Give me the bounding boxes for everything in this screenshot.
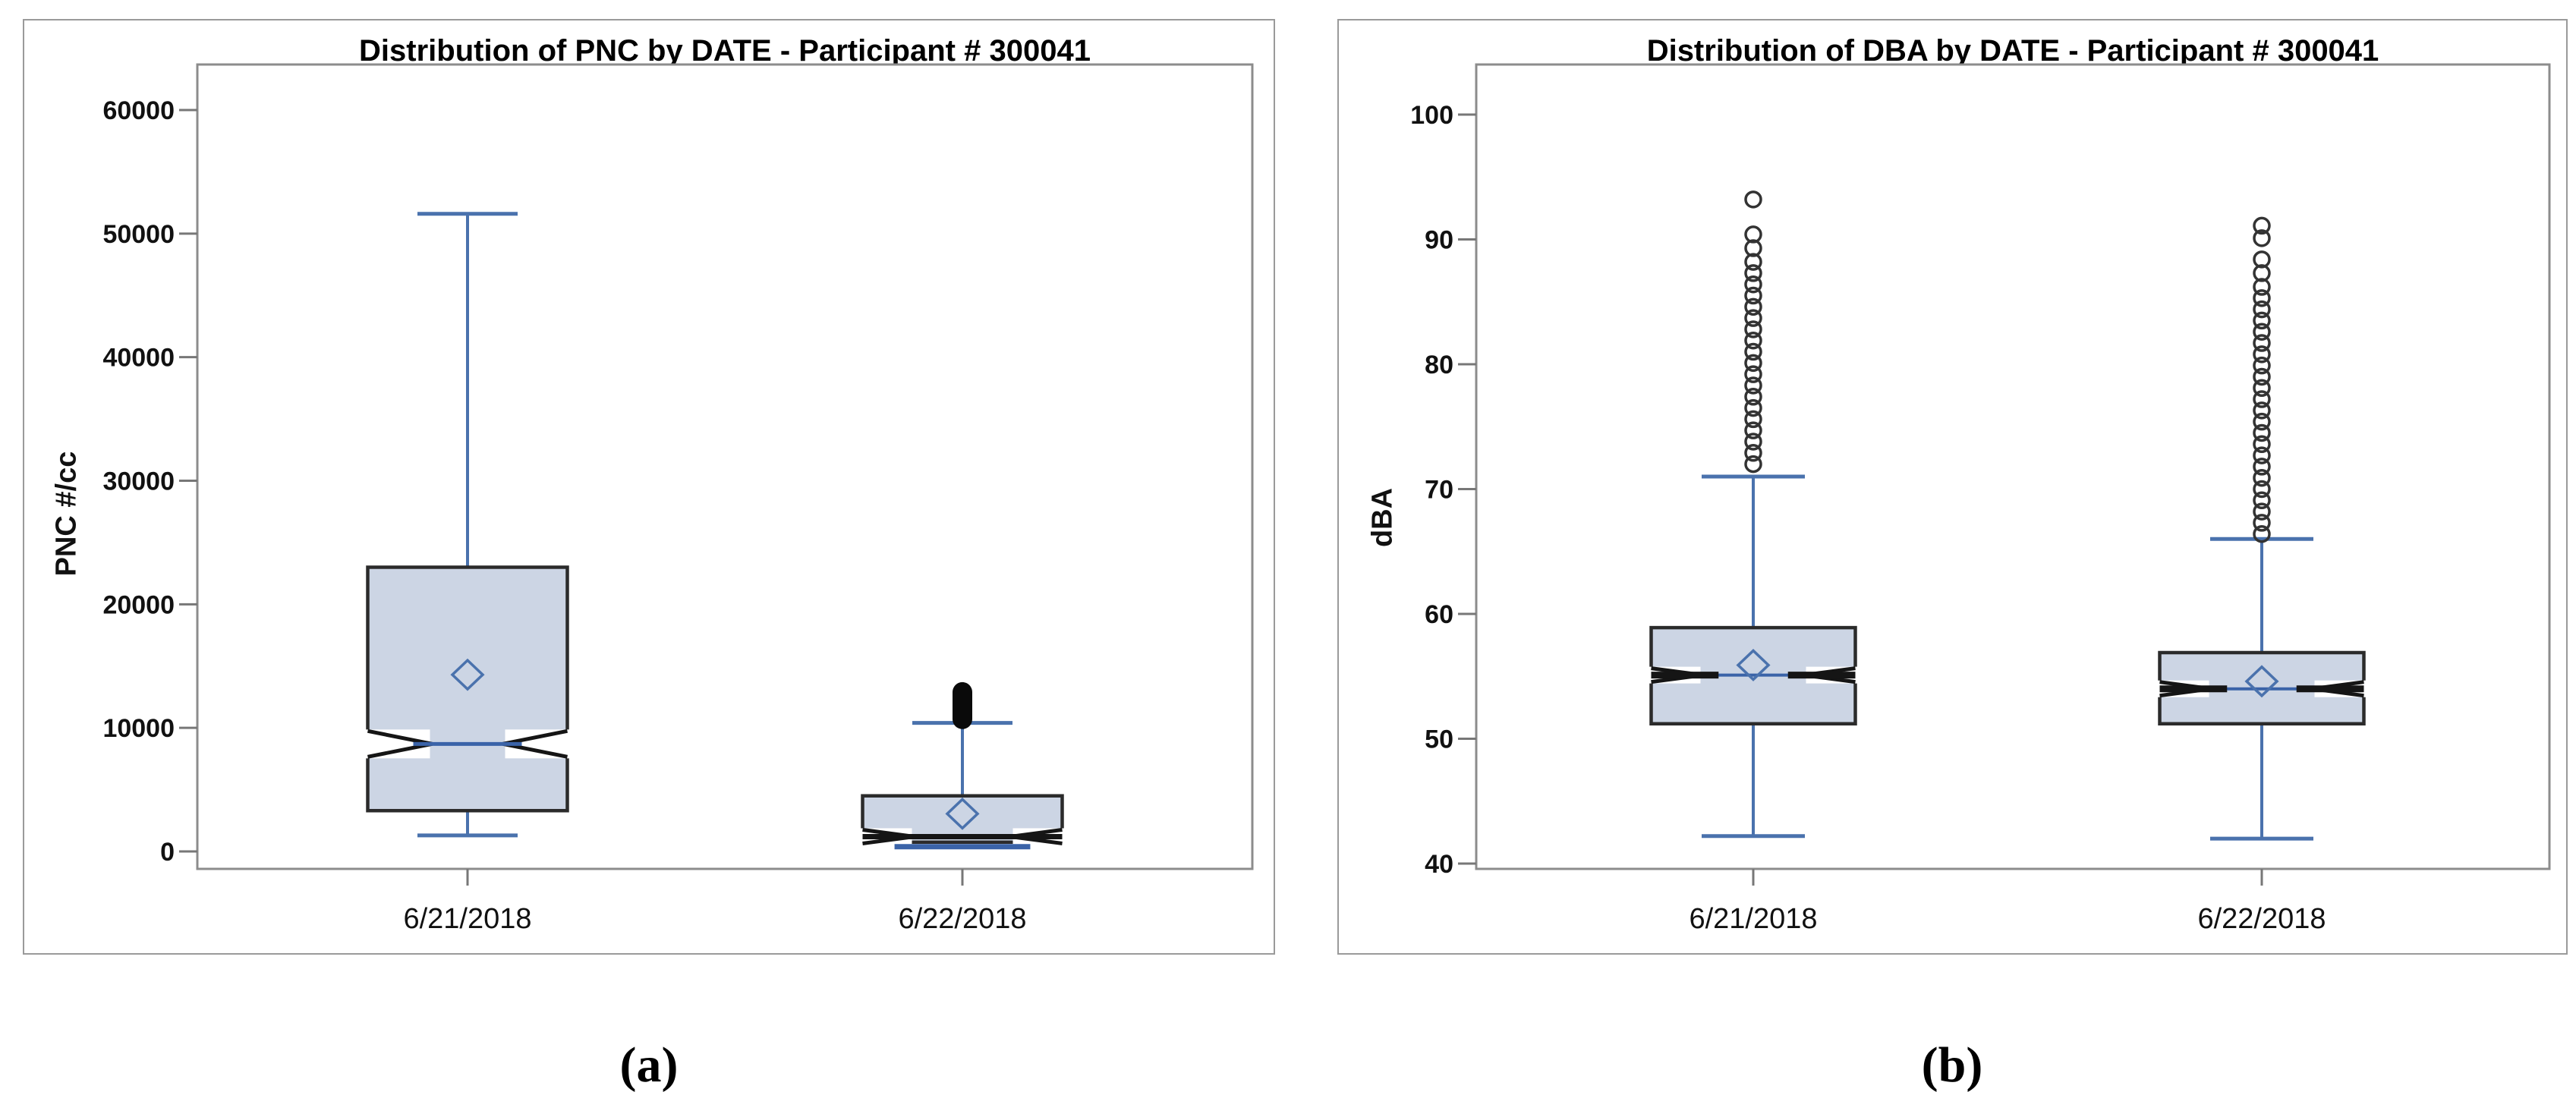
outlier-circle (2253, 278, 2271, 296)
outlier-circle (1744, 433, 1762, 451)
outlier-circle (1744, 309, 1762, 327)
y-tick-label: 100 (1410, 101, 1453, 130)
outlier-circle (2253, 300, 2271, 319)
outlier-circle (2253, 502, 2271, 521)
outlier-circle (1744, 365, 1762, 383)
y-tick-label: 20000 (102, 590, 175, 619)
box-group-1 (365, 212, 570, 838)
outlier-circle (1744, 286, 1762, 305)
y-tick-label: 80 (1425, 351, 1453, 379)
outlier-circle (1744, 444, 1762, 462)
outlier-circle (2253, 423, 2271, 442)
mean-diamond (945, 797, 980, 830)
notch-edge-upper (502, 729, 568, 746)
y-tick-label: 0 (160, 838, 175, 867)
outlier-circle (2253, 367, 2271, 386)
outlier-circle (1744, 354, 1762, 373)
outlier-circle (2253, 458, 2271, 476)
outlier-circle (1744, 297, 1762, 316)
outlier-circle (2253, 379, 2271, 398)
plot-frame (1475, 63, 2551, 870)
outlier-circle (2253, 356, 2271, 375)
outlier-circle (1744, 320, 1762, 338)
plot-frame (196, 63, 1254, 870)
outlier-circle (1744, 225, 1762, 244)
notch-edge-lower (502, 741, 568, 759)
outlier-circle (1744, 331, 1762, 350)
outlier-circle (2253, 491, 2271, 510)
outlier-circle (2253, 289, 2271, 307)
y-tick-label: 40000 (102, 344, 175, 373)
outlier-circle (1744, 398, 1762, 417)
outlier-circle (2253, 435, 2271, 454)
outlier-circle (2253, 412, 2271, 431)
outlier-circle (2253, 264, 2271, 282)
outlier-circle (2253, 514, 2271, 532)
outlier-circle (1744, 275, 1762, 294)
mean-diamond (2244, 665, 2279, 698)
mean-diamond (1736, 649, 1771, 681)
outlier-bar (953, 681, 972, 729)
outlier-circle (2253, 468, 2271, 487)
x-tick-label: 6/22/2018 (2197, 903, 2326, 935)
y-tick-label: 10000 (102, 714, 175, 743)
outlier-circle (2253, 334, 2271, 352)
outlier-circle (1744, 239, 1762, 257)
outlier-circle (2253, 401, 2271, 420)
outlier-circle (1744, 455, 1762, 474)
outlier-circle (1744, 388, 1762, 406)
outlier-circle (1744, 253, 1762, 271)
outlier-circle (2253, 323, 2271, 341)
outlier-circle (1744, 376, 1762, 395)
y-tick-label: 60 (1425, 600, 1453, 629)
outlier-circle (1744, 421, 1762, 439)
y-tick-label: 70 (1425, 476, 1453, 505)
panel-b: Distribution of DBA by DATE - Participan… (1337, 19, 2568, 955)
chart-title-b: Distribution of DBA by DATE - Participan… (1646, 34, 2379, 68)
y-tick-label: 40 (1425, 850, 1453, 879)
mean-diamond (450, 658, 485, 691)
box-group-2 (2157, 216, 2367, 841)
outlier-circle (2253, 480, 2271, 499)
outlier-circle (2253, 345, 2271, 363)
y-tick-label: 50000 (102, 220, 175, 249)
outlier-circle (2253, 311, 2271, 330)
outlier-circle (1744, 342, 1762, 361)
outlier-circle (2253, 446, 2271, 464)
boxplot-svg-b: 100 90 80 70 60 50 40 6/21/2018 6/22/2018 (1410, 63, 2551, 935)
panel-a: Distribution of PNC by DATE - Participan… (23, 19, 1275, 955)
outlier-circle (2253, 390, 2271, 408)
outlier-circle (1744, 264, 1762, 282)
outlier-circle (2253, 216, 2271, 235)
outlier-circle (2253, 229, 2271, 247)
y-tick-label: 90 (1425, 226, 1453, 255)
outlier-circle (1744, 410, 1762, 429)
chart-title-a: Distribution of PNC by DATE - Participan… (359, 34, 1091, 68)
x-tick-label: 6/21/2018 (1689, 903, 1817, 935)
outlier-circle (2253, 524, 2271, 543)
y-tick-label: 60000 (102, 96, 175, 125)
outlier-circle (1744, 190, 1762, 209)
notch-edge-lower (367, 741, 433, 759)
box-group-2 (860, 681, 1065, 850)
y-tick-label: 50 (1425, 725, 1453, 754)
y-tick-label: 30000 (102, 467, 175, 496)
boxplot-svg-a: 60000 50000 40000 30000 20000 10000 0 6/21/2018… (102, 63, 1254, 935)
box-group-1 (1649, 190, 1858, 839)
x-tick-label: 6/21/2018 (403, 903, 531, 935)
notch-edge-upper (367, 729, 433, 746)
x-tick-label: 6/22/2018 (898, 903, 1026, 935)
caption-a: (a) (619, 1037, 679, 1093)
caption-b: (b) (1921, 1037, 1983, 1093)
outlier-circle (2253, 250, 2271, 269)
